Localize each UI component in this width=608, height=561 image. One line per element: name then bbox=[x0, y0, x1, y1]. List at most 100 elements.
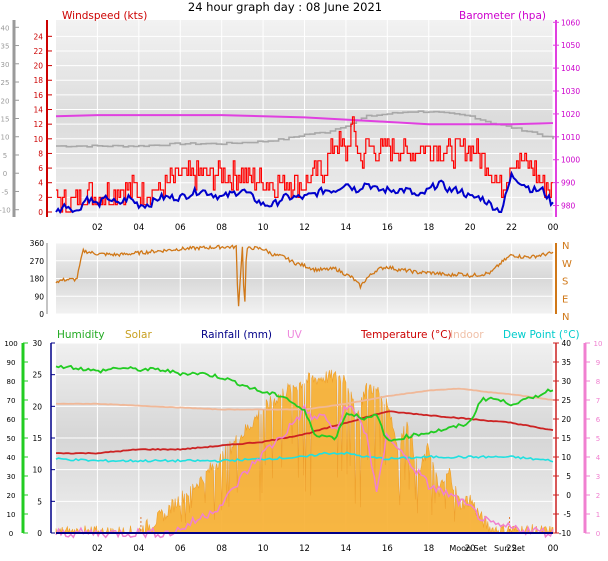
wind-tick-label: 20 bbox=[33, 62, 43, 71]
compass-label: N bbox=[562, 312, 569, 323]
legend-item: Dew Point (°C) bbox=[503, 329, 580, 341]
uv-tick-label: 9 bbox=[596, 359, 600, 367]
wind-tick-label: 4 bbox=[38, 179, 43, 188]
x-tick-label: 12 bbox=[299, 223, 310, 233]
uv-tick-label: 6 bbox=[596, 416, 601, 424]
gray-tick-label: 40 bbox=[1, 24, 10, 32]
humidity-tick-label: 60 bbox=[7, 416, 16, 424]
previous-barometer-line bbox=[56, 110, 554, 148]
humidity-line bbox=[55, 364, 554, 442]
sun-moon-label: Moon Set bbox=[449, 544, 486, 553]
wind-tick-label: 10 bbox=[33, 135, 43, 144]
legend-barometer: Barometer (hpa) bbox=[459, 10, 546, 22]
legend-item: Indoor bbox=[450, 329, 484, 341]
gray-tick-label: -10 bbox=[0, 207, 11, 215]
wind-tick-label: 8 bbox=[38, 149, 43, 158]
baro-tick-label: 980 bbox=[561, 202, 576, 211]
x-tick-label: 16 bbox=[382, 223, 393, 233]
x-tick-label: 16 bbox=[382, 544, 393, 554]
wind-tick-label: 18 bbox=[33, 76, 43, 85]
temp-tick-label: 30 bbox=[561, 377, 571, 386]
x-tick-label: 04 bbox=[133, 223, 144, 233]
compass-label: E bbox=[562, 294, 568, 305]
x-tick-label: 10 bbox=[258, 544, 269, 554]
gray-tick-label: 15 bbox=[1, 116, 10, 124]
x-tick-label: 06 bbox=[175, 223, 186, 233]
temp-tick-label: 0 bbox=[566, 491, 571, 500]
gray-tick-label: 35 bbox=[1, 43, 10, 51]
wind-gust-line bbox=[56, 116, 553, 213]
uv-tick-label: 8 bbox=[596, 378, 600, 386]
gray-tick-label: 0 bbox=[3, 170, 7, 178]
gray-tick-label: -5 bbox=[2, 188, 9, 196]
wind-tick-label: 22 bbox=[33, 47, 43, 56]
x-tick-label: 02 bbox=[92, 223, 103, 233]
legend-item: Solar bbox=[125, 329, 152, 341]
x-tick-label: 00 bbox=[548, 223, 559, 233]
baro-tick-label: 990 bbox=[561, 179, 576, 188]
x-tick-label: 04 bbox=[133, 544, 144, 554]
rain-tick-label: 25 bbox=[32, 371, 42, 380]
direction-tick-label: 90 bbox=[34, 292, 44, 301]
wind-tick-label: 16 bbox=[33, 91, 43, 100]
uv-line bbox=[55, 403, 554, 539]
temp-tick-label: 40 bbox=[561, 339, 571, 348]
humidity-tick-label: 90 bbox=[7, 359, 16, 367]
x-tick-label: 14 bbox=[341, 223, 352, 233]
rain-tick-label: 30 bbox=[32, 339, 42, 348]
direction-tick-label: 180 bbox=[30, 275, 45, 284]
x-tick-label: 08 bbox=[216, 544, 227, 554]
x-tick-label: 18 bbox=[423, 544, 434, 554]
legend-windspeed: Windspeed (kts) bbox=[62, 10, 147, 22]
dew-point-line bbox=[55, 451, 554, 463]
temp-tick-label: -5 bbox=[564, 510, 572, 519]
humidity-tick-label: 0 bbox=[9, 530, 13, 538]
temp-tick-label: 15 bbox=[561, 434, 571, 443]
uv-tick-label: 4 bbox=[596, 454, 601, 462]
humidity-tick-label: 30 bbox=[7, 473, 16, 481]
rain-tick-label: 15 bbox=[32, 434, 42, 443]
gray-tick-label: 25 bbox=[1, 79, 10, 87]
uv-tick-label: 1 bbox=[596, 511, 600, 519]
baro-tick-label: 1040 bbox=[561, 64, 580, 73]
direction-tick-label: 360 bbox=[30, 239, 45, 248]
compass-label: W bbox=[562, 259, 572, 270]
baro-tick-label: 1030 bbox=[561, 87, 580, 96]
wind-tick-label: 2 bbox=[38, 193, 43, 202]
wind-tick-label: 0 bbox=[38, 208, 43, 217]
x-tick-label: 00 bbox=[548, 544, 559, 554]
wind-tick-label: 14 bbox=[33, 106, 43, 115]
wind-average-line bbox=[55, 170, 554, 214]
x-tick-label: 22 bbox=[506, 544, 517, 554]
uv-tick-label: 7 bbox=[596, 397, 600, 405]
baro-tick-label: 1000 bbox=[561, 156, 580, 165]
temp-tick-label: 35 bbox=[561, 358, 571, 367]
x-tick-label: 18 bbox=[423, 223, 434, 233]
compass-label: S bbox=[562, 277, 568, 288]
rain-tick-label: 0 bbox=[37, 529, 42, 538]
rain-tick-label: 10 bbox=[32, 466, 42, 475]
temperature-line bbox=[55, 410, 554, 455]
direction-tick-label: 270 bbox=[30, 257, 45, 266]
compass-label: N bbox=[562, 241, 569, 252]
legend-item: Temperature (°C) bbox=[360, 329, 452, 341]
uv-tick-label: 0 bbox=[596, 530, 600, 538]
x-tick-label: 20 bbox=[465, 544, 476, 554]
legend-item: Humidity bbox=[57, 329, 105, 341]
gray-tick-label: 30 bbox=[1, 61, 10, 69]
temp-tick-label: 5 bbox=[566, 472, 571, 481]
baro-tick-label: 1050 bbox=[561, 41, 580, 50]
temp-tick-label: 20 bbox=[561, 415, 571, 424]
sun-moon-label: Sun Set bbox=[494, 544, 525, 553]
uv-tick-label: 5 bbox=[596, 435, 600, 443]
x-tick-label: 14 bbox=[341, 544, 352, 554]
direction-tick-label: 0 bbox=[39, 310, 44, 319]
wind-tick-label: 6 bbox=[38, 164, 43, 173]
uv-tick-label: 2 bbox=[596, 492, 600, 500]
humidity-tick-label: 10 bbox=[7, 511, 16, 519]
baro-tick-label: 1010 bbox=[561, 133, 580, 142]
rain-tick-label: 20 bbox=[32, 402, 42, 411]
wind-direction-line bbox=[55, 244, 554, 307]
